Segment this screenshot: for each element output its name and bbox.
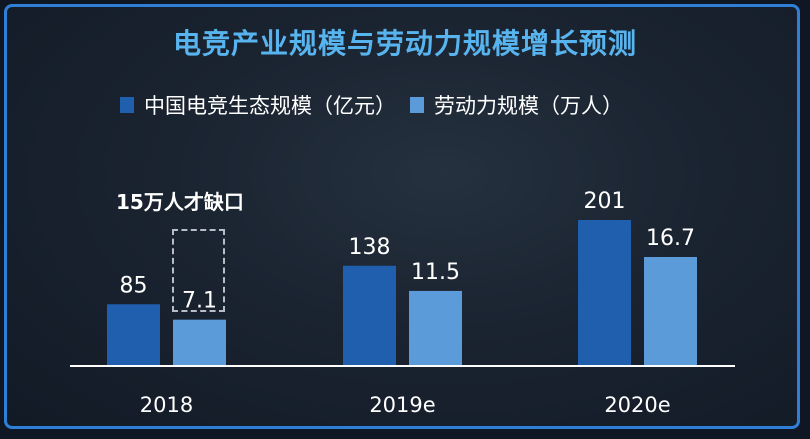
talent-gap-annotation: 15万人才缺口 <box>116 190 244 214</box>
x-tick-label-2019e: 2019e <box>369 393 435 417</box>
bar-workforce-2020e <box>644 257 697 366</box>
legend-label-workforce: 劳动力规模（万人） <box>434 94 623 118</box>
legend-item-ecosystem: 中国电竞生态规模（亿元） <box>120 90 396 120</box>
data-label-workforce-2020e: 16.7 <box>646 226 695 251</box>
data-label-ecosystem-2019e: 138 <box>349 235 391 260</box>
bar-workforce-2018 <box>173 319 226 366</box>
bar-ecosystem-2020e <box>578 220 631 366</box>
bar-ecosystem-2018 <box>107 304 160 366</box>
legend-swatch-ecosystem <box>120 97 134 113</box>
data-label-ecosystem-2018: 85 <box>120 273 148 298</box>
data-label-workforce-2018: 7.1 <box>182 289 217 314</box>
x-tick-label-2020e: 2020e <box>604 393 670 417</box>
chart-title: 电竞产业规模与劳动力规模增长预测 <box>172 27 637 60</box>
data-label-workforce-2019e: 11.5 <box>411 260 460 285</box>
x-tick-label-2018: 2018 <box>140 393 193 417</box>
legend-item-workforce: 劳动力规模（万人） <box>410 90 623 120</box>
bar-workforce-2019e <box>409 290 462 366</box>
legend-swatch-workforce <box>410 97 424 113</box>
chart-legend: 中国电竞生态规模（亿元） 劳动力规模（万人） <box>120 92 623 118</box>
bar-ecosystem-2019e <box>343 265 396 366</box>
talent-gap-dashed-box <box>172 229 225 312</box>
legend-label-ecosystem: 中国电竞生态规模（亿元） <box>144 94 396 118</box>
data-label-ecosystem-2020e: 201 <box>584 189 626 214</box>
